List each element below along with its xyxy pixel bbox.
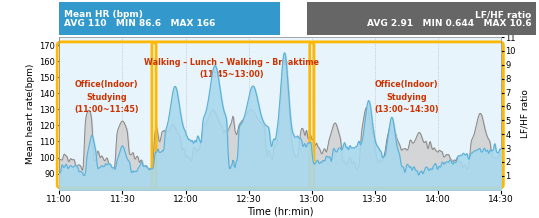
Y-axis label: Mean heart rate(bpm): Mean heart rate(bpm) [26,63,35,164]
Text: AVG 2.91   MIN 0.644   MAX 10.6: AVG 2.91 MIN 0.644 MAX 10.6 [367,19,531,28]
Text: AVG 110   MIN 86.6   MAX 166: AVG 110 MIN 86.6 MAX 166 [64,19,215,28]
X-axis label: Time (hr:min): Time (hr:min) [247,207,314,217]
Text: Walking – Lunch – Walking – Breaktime
(11:45~13:00): Walking – Lunch – Walking – Breaktime (1… [144,58,320,79]
Text: Mean HR (bpm): Mean HR (bpm) [64,10,143,19]
Text: Office(Indoor)
Studying
(11:00~11:45): Office(Indoor) Studying (11:00~11:45) [74,80,139,114]
Text: LF/HF ratio: LF/HF ratio [475,10,531,19]
Y-axis label: LF/HF ratio: LF/HF ratio [520,89,529,138]
Text: Office(Indoor)
Studying
(13:00~14:30): Office(Indoor) Studying (13:00~14:30) [374,80,439,114]
